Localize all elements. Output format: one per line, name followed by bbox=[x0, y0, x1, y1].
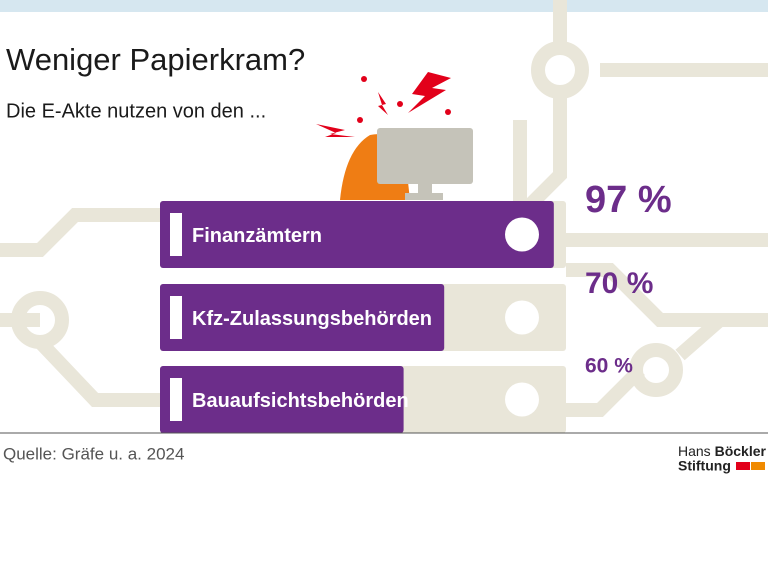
source: Quelle: Gräfe u. a. 2024 bbox=[3, 444, 184, 463]
logo-mark bbox=[736, 462, 750, 470]
bar-hole bbox=[505, 382, 539, 417]
logo-mark bbox=[751, 462, 765, 470]
value-label: 60 % bbox=[585, 355, 633, 378]
value-label: 70 % bbox=[585, 267, 653, 300]
value-label: 97 % bbox=[585, 179, 672, 221]
bar-tab bbox=[170, 213, 182, 256]
bar bbox=[160, 201, 554, 268]
bar bbox=[160, 366, 404, 433]
category-label: Finanzämtern bbox=[192, 225, 322, 247]
bar-tab bbox=[170, 296, 182, 339]
top-band bbox=[0, 0, 768, 12]
bar bbox=[160, 284, 445, 351]
logo-third: Stiftung bbox=[678, 458, 731, 474]
bar-tab bbox=[170, 378, 182, 421]
category-label: Kfz-Zulassungsbehörden bbox=[192, 308, 432, 330]
chart-subtitle: Die E-Akte nutzen von den ... bbox=[6, 100, 266, 122]
circuit-background bbox=[0, 0, 768, 417]
logo-text: Hans Böckler bbox=[678, 443, 766, 459]
logo-first: Hans bbox=[678, 443, 711, 459]
category-label: Bauaufsichtsbehörden bbox=[192, 390, 409, 412]
logo: Hans Böckler Stiftung bbox=[678, 443, 766, 474]
illustration bbox=[316, 72, 473, 200]
bars: Finanzämtern 97 % Kfz-Zulassungsbehörden 70… bbox=[160, 179, 672, 433]
chart-title: Weniger Papierkram? bbox=[6, 42, 305, 77]
bar-hole bbox=[505, 300, 539, 335]
bar-hole bbox=[505, 217, 539, 252]
logo-second: Böckler bbox=[715, 443, 767, 459]
